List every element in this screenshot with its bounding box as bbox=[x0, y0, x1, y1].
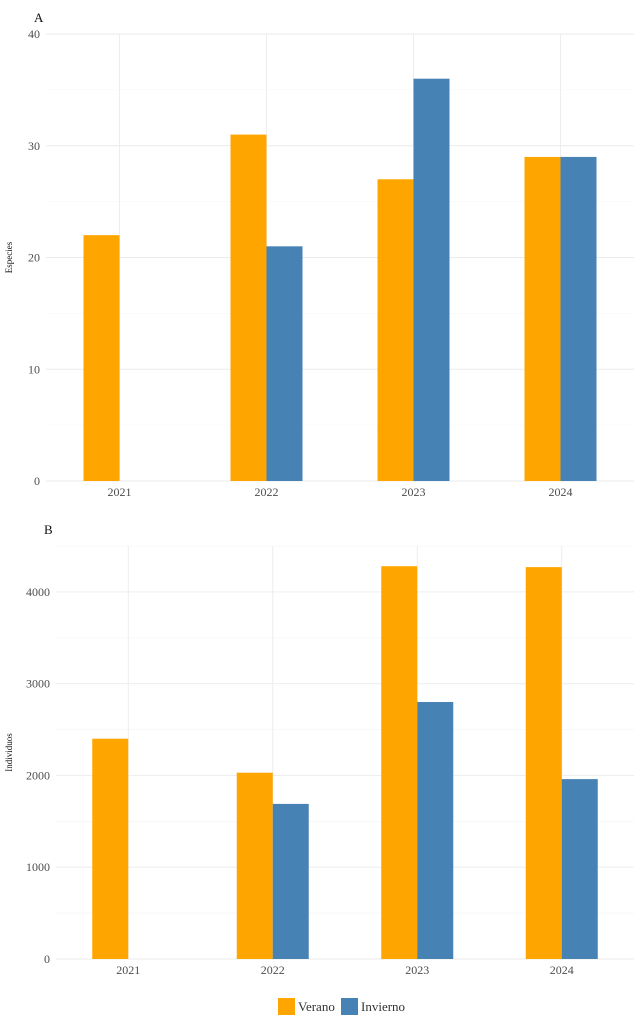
bar-verano-2021 bbox=[83, 235, 120, 481]
bar-invierno-2023 bbox=[417, 702, 454, 959]
bar-verano-2024 bbox=[525, 567, 562, 959]
y-tick-label: 1000 bbox=[26, 860, 50, 874]
y-tick-label: 2000 bbox=[26, 768, 50, 782]
panel-b: B 0 1000 2000 3000 4000 2021 2022 2023 2024 Indivi… bbox=[4, 522, 634, 977]
bar-verano-2024 bbox=[524, 156, 561, 482]
legend: Verano Invierno bbox=[278, 998, 405, 1015]
bar-verano-2023 bbox=[381, 566, 418, 959]
x-tick-label: 2022 bbox=[261, 963, 285, 977]
y-tick-label: 10 bbox=[28, 362, 40, 376]
y-tick-label: 30 bbox=[28, 139, 40, 153]
bar-invierno-2022 bbox=[272, 803, 309, 959]
bar-invierno-2024 bbox=[561, 779, 598, 959]
x-tick-label: 2021 bbox=[108, 485, 132, 499]
x-tick-label: 2022 bbox=[255, 485, 279, 499]
x-tick-label: 2024 bbox=[550, 963, 574, 977]
y-tick-label: 4000 bbox=[26, 585, 50, 599]
x-tick-label: 2023 bbox=[402, 485, 426, 499]
bar-invierno-2024 bbox=[560, 156, 597, 482]
panel-a: A 0 10 20 30 40 2021 2022 2023 2024 Especies bbox=[4, 10, 634, 499]
y-axis-title: Especies bbox=[4, 241, 14, 273]
y-tick-label: 20 bbox=[28, 251, 40, 265]
x-tick-label: 2021 bbox=[116, 963, 140, 977]
y-tick-label: 40 bbox=[28, 27, 40, 41]
bar-verano-2021 bbox=[92, 738, 129, 959]
legend-swatch-verano bbox=[278, 998, 295, 1015]
bar-verano-2022 bbox=[230, 134, 267, 481]
bar-verano-2023 bbox=[377, 179, 414, 481]
legend-label-verano: Verano bbox=[298, 999, 335, 1014]
y-tick-label: 3000 bbox=[26, 677, 50, 691]
bar-invierno-2022 bbox=[266, 246, 303, 481]
panel-label: A bbox=[34, 10, 44, 25]
bar-invierno-2023 bbox=[413, 78, 450, 481]
y-tick-label: 0 bbox=[34, 474, 40, 488]
x-tick-label: 2024 bbox=[549, 485, 573, 499]
bar-verano-2022 bbox=[236, 772, 273, 959]
legend-swatch-invierno bbox=[341, 998, 358, 1015]
x-tick-label: 2023 bbox=[405, 963, 429, 977]
y-tick-label: 0 bbox=[44, 952, 50, 966]
y-axis-title: Individuos bbox=[4, 733, 14, 772]
panel-label: B bbox=[44, 522, 53, 537]
legend-label-invierno: Invierno bbox=[361, 999, 405, 1014]
